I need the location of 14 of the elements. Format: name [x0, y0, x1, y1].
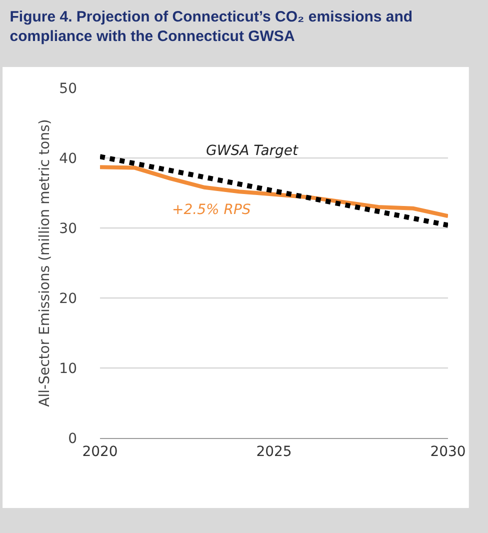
chart-title: Figure 4. Projection of Connecticut’s CO₂ emissions and compliance with the Connecticut GWSA: [10, 8, 413, 45]
y-tick-label: 50: [59, 80, 77, 97]
y-tick-label: 30: [59, 220, 77, 237]
y-tick-label: 0: [68, 430, 77, 447]
series-label: +2.5% RPS: [172, 202, 251, 218]
x-tick-label: 2025: [256, 444, 292, 460]
series-label: GWSA Target: [206, 143, 299, 159]
y-tick-label: 40: [59, 150, 77, 167]
y-axis-title: All-Sector Emissions (million metric tons): [36, 119, 53, 407]
line-series: [100, 165, 448, 218]
x-tick-label: 2030: [430, 444, 466, 460]
y-tick-label: 10: [59, 360, 77, 377]
y-tick-label: 20: [59, 290, 77, 307]
x-tick-label: 2020: [82, 444, 118, 460]
